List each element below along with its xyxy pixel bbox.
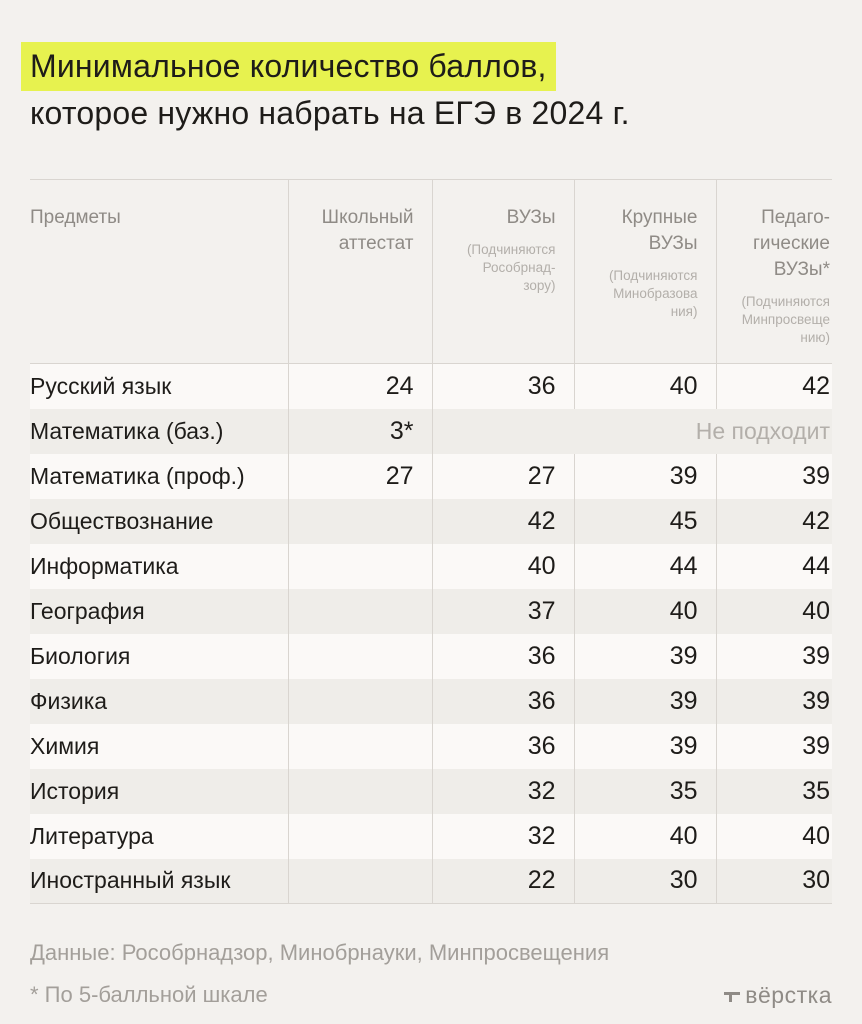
verstka-logo-text: вёрстка [745, 982, 832, 1008]
subject-cell: Математика (проф.) [30, 462, 245, 489]
subject-cell: Химия [30, 732, 100, 759]
footnote: * По 5-балльной шкале [30, 982, 268, 1007]
value-cell: 35 [715, 768, 832, 814]
value-cell [287, 813, 432, 859]
value-cell: 32 [431, 813, 574, 859]
value-cell: 39 [715, 633, 832, 679]
value-cell: 35 [573, 768, 716, 814]
subject-cell: История [30, 777, 120, 804]
table-row: Информатика 40 44 44 [30, 543, 832, 589]
value-cell: 30 [715, 858, 832, 904]
col-header-pedagogical-label: Педаго- гические ВУЗы* [752, 207, 830, 280]
value-cell: 40 [573, 363, 716, 409]
table-header: Предметы Школьный аттестат ВУЗы (Подчиня… [30, 179, 832, 364]
value-cell [287, 858, 432, 904]
title-line-1-wrap: Минимальное количество баллов, [21, 42, 832, 91]
verstka-logo: вёрстка [724, 982, 832, 1009]
scores-table: Предметы Школьный аттестат ВУЗы (Подчиня… [30, 179, 832, 904]
subject-cell: Иностранный язык [30, 867, 231, 894]
value-cell: 36 [431, 678, 574, 724]
value-cell: 40 [431, 543, 574, 589]
value-cell: 39 [573, 453, 716, 499]
value-cell: 36 [431, 723, 574, 769]
subject-cell: География [30, 597, 145, 624]
page-title: Минимальное количество баллов, которое н… [21, 42, 832, 135]
table-row: Обществознание 42 45 42 [30, 498, 832, 544]
value-cell: 40 [715, 588, 832, 634]
table-body: Русский язык 24 36 40 42 Математика (баз.) 3* Н… [30, 363, 832, 904]
value-cell: 3* [287, 408, 432, 454]
value-cell: 42 [715, 363, 832, 409]
value-cell: 40 [573, 588, 716, 634]
value-cell [287, 768, 432, 814]
table-row: Химия 36 39 39 [30, 723, 832, 769]
col-header-universities-sub: (Подчиняются Рособрнад- зору) [466, 242, 556, 293]
table-row: Биология 36 39 39 [30, 633, 832, 679]
table-row: География 37 40 40 [30, 588, 832, 634]
col-header-major-universities-label: Крупные ВУЗы [621, 207, 698, 254]
col-header-universities: ВУЗы (Подчиняются Рособрнад- зору) [431, 179, 574, 364]
value-cell [287, 633, 432, 679]
col-header-subjects: Предметы [30, 179, 288, 364]
title-highlight: Минимальное количество баллов, [21, 42, 556, 91]
subject-cell: Обществознание [30, 507, 214, 534]
value-cell: 42 [715, 498, 832, 544]
table-row: Русский язык 24 36 40 42 [30, 363, 832, 409]
title-line-2: которое нужно набрать на ЕГЭ в 2024 г. [30, 95, 630, 131]
value-cell: 36 [431, 363, 574, 409]
value-cell [287, 588, 432, 634]
value-cell: 39 [715, 678, 832, 724]
table-row: Математика (проф.) 27 27 39 39 [30, 453, 832, 499]
col-header-school-label: Школьный аттестат [321, 207, 414, 254]
footer-row: * По 5-балльной шкале вёрстка [30, 982, 832, 1009]
value-cell: 45 [573, 498, 716, 544]
value-cell: 40 [715, 813, 832, 859]
value-cell: 27 [431, 453, 574, 499]
value-cell [287, 723, 432, 769]
value-cell: 24 [287, 363, 432, 409]
subject-cell: Информатика [30, 552, 179, 579]
value-cell [287, 543, 432, 589]
subject-cell: Математика (баз.) [30, 417, 224, 444]
value-cell: 44 [573, 543, 716, 589]
data-source: Данные: Рособрнадзор, Минобрнауки, Минпр… [30, 940, 610, 965]
value-cell: 39 [715, 723, 832, 769]
value-cell: 39 [573, 678, 716, 724]
value-cell: 39 [573, 633, 716, 679]
value-cell: 22 [431, 858, 574, 904]
value-cell [287, 678, 432, 724]
table-row: Физика 36 39 39 [30, 678, 832, 724]
col-header-universities-label: ВУЗы [506, 207, 556, 228]
col-header-major-universities: Крупные ВУЗы (Подчиняются Минобразова ни… [573, 179, 716, 364]
value-cell: 40 [573, 813, 716, 859]
table-row: История 32 35 35 [30, 768, 832, 814]
col-header-subjects-label: Предметы [30, 207, 121, 228]
subject-cell: Биология [30, 642, 131, 669]
value-cell: 44 [715, 543, 832, 589]
col-header-pedagogical-universities: Педаго- гические ВУЗы* (Подчиняются Минп… [715, 179, 832, 364]
value-cell: 27 [287, 453, 432, 499]
note-cell: Не подходит [431, 408, 832, 454]
value-cell: 32 [431, 768, 574, 814]
verstka-logo-icon [724, 989, 741, 1002]
value-cell: 39 [715, 453, 832, 499]
value-cell [287, 498, 432, 544]
col-header-pedagogical-sub: (Подчиняются Минпросвеще нию) [741, 294, 830, 345]
header-row: Предметы Школьный аттестат ВУЗы (Подчиня… [30, 179, 832, 364]
table-row: Иностранный язык 22 30 30 [30, 858, 832, 904]
subject-cell: Русский язык [30, 372, 172, 399]
value-cell: 30 [573, 858, 716, 904]
table-row: Математика (баз.) 3* Не подходит [30, 408, 832, 454]
col-header-school-certificate: Школьный аттестат [287, 179, 432, 364]
value-cell: 37 [431, 588, 574, 634]
subject-cell: Литература [30, 822, 154, 849]
col-header-major-universities-sub: (Подчиняются Минобразова ния) [608, 268, 698, 319]
value-cell: 36 [431, 633, 574, 679]
table-row: Литература 32 40 40 [30, 813, 832, 859]
value-cell: 42 [431, 498, 574, 544]
footer: Данные: Рособрнадзор, Минобрнауки, Минпр… [30, 938, 832, 1009]
value-cell: 39 [573, 723, 716, 769]
subject-cell: Физика [30, 687, 108, 714]
